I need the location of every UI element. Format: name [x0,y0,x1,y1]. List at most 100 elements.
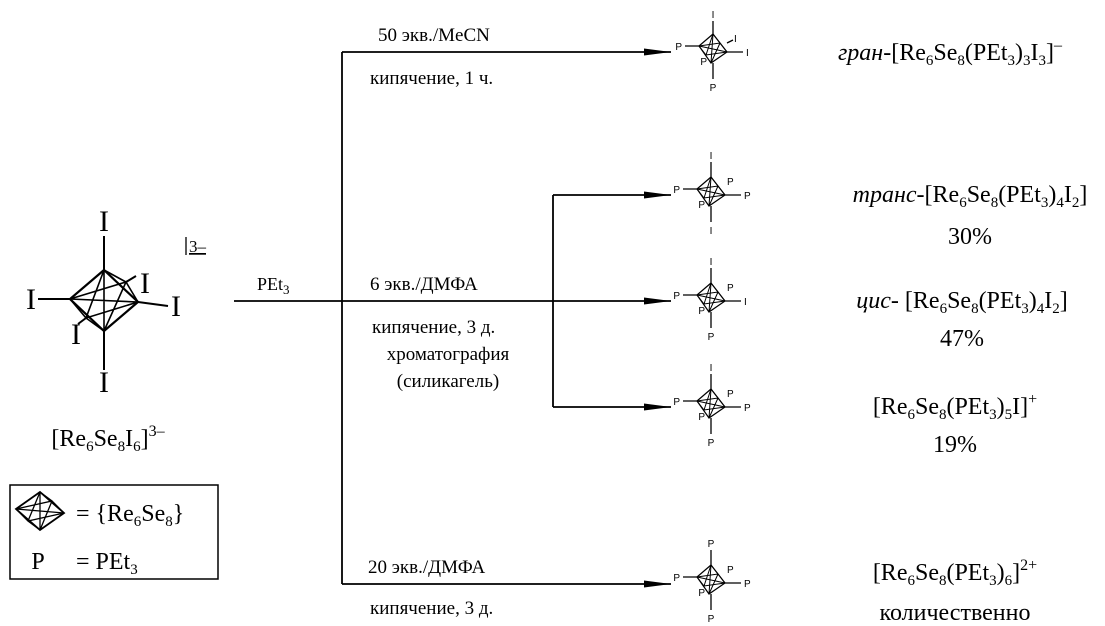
product-formula-1: гран-[Re6Se8(PEt3)3I3]– [838,37,1063,69]
formula-part-b: Se [947,288,971,314]
ligand-i-front: I [71,318,81,351]
product-structure-fac: I P P I I P [675,10,748,94]
svg-text:P: P [744,579,751,590]
formula-part-s5: 2 [1052,301,1060,317]
bond-back [125,275,137,283]
cond-bot-2: кипячение, 3 д. [370,598,493,619]
cond-mid-2: кипячение, 3 д. [372,317,495,338]
formula-part-dash: [Re [873,560,908,586]
formula-part-prefix: гран [838,40,883,66]
formula-part-s1: 6 [926,53,934,69]
product-structure-mono: I P P P P P [673,363,751,449]
formula-part-f: ] [1012,560,1020,586]
svg-text:P: P [708,332,715,343]
formula-part-f: ] [1060,288,1068,314]
formula-part-s1: 6 [959,195,967,211]
product-structure-hexa: P P P P P P [673,539,751,625]
formula-part-dash: - [Re [891,288,940,314]
formula-part-s4: 6 [1005,573,1013,589]
ligand-i-left: I [26,283,36,316]
formula-part-b: Se [915,394,939,420]
bond-front [77,317,87,325]
svg-text:I: I [744,297,747,308]
formula-part-s2: 8 [991,195,999,211]
product-formula-5: [Re6Se8(PEt3)6]2+ [873,557,1037,589]
product-yield-5: количественно [880,600,1031,626]
formula-part-c: (PEt [998,182,1041,208]
formula-part-c: (PEt [979,288,1022,314]
cond-mid-4: (силикагель) [397,371,499,392]
formula-part-d: ) [1048,182,1056,208]
product-yield-4: 19% [933,432,977,458]
formula-part-s3: 3 [1008,53,1016,69]
charge-label: 3– [189,237,207,256]
svg-text:P: P [673,573,680,584]
reagent-label: PEt3 [257,274,290,297]
product-structure-cis: I P P P I P [673,257,746,343]
formula-part-c: (PEt [946,560,989,586]
ligand-i-top: I [99,205,109,238]
svg-text:I: I [710,257,713,268]
svg-text:I: I [710,226,713,237]
ligand-i-right: I [171,290,181,323]
bond-right [137,301,169,307]
product-yield-2: 30% [948,224,992,250]
formula-part-e: I [1064,182,1072,208]
svg-text:I: I [710,363,713,374]
svg-text:P: P [744,191,751,202]
formula-part-e: I [1031,40,1039,66]
formula-part-s5: 2 [1072,195,1080,211]
formula-part-f: ] [1020,394,1028,420]
svg-text:P: P [727,389,734,400]
svg-text:I: I [710,151,713,162]
svg-text:I: I [746,48,749,59]
formula-part-s4: 4 [1056,195,1064,211]
formula-part-s2: 8 [939,573,947,589]
formula-part-s1: 6 [907,407,915,423]
formula-part-s5: 3 [1039,53,1047,69]
cond-top-2: кипячение, 1 ч. [370,68,493,89]
cond-mid-1: 6 экв./ДМФА [370,274,478,295]
formula-part-s3: 3 [1041,195,1049,211]
svg-text:P: P [727,283,734,294]
svg-text:P: P [708,438,715,449]
svg-text:P: P [727,177,734,188]
formula-part-s3: 3 [989,407,997,423]
cond-bot-1: 20 экв./ДМФА [368,557,486,578]
svg-text:I: I [712,10,715,21]
formula-part-s1: 6 [907,573,915,589]
formula-part-d: ) [997,560,1005,586]
svg-text:P: P [708,614,715,625]
svg-text:P: P [727,565,734,576]
formula-part-dash: [Re [873,394,908,420]
legend-box: = {Re6Se8} P = PEt3 [9,484,219,580]
svg-text:P: P [710,83,717,94]
svg-text:P: P [675,42,682,53]
re6se8-octahedron [68,268,140,333]
formula-part-sup: – [1053,37,1063,54]
starting-cluster: I I I I I I 3– [26,205,207,399]
formula-part-s2: 8 [939,407,947,423]
formula-part-f: ] [1046,40,1054,66]
formula-part-s2: 8 [957,53,965,69]
cond-mid-3: хроматография [387,344,510,365]
formula-part-b: Se [933,40,957,66]
formula-part-c: (PEt [946,394,989,420]
svg-text:P: P [700,57,707,68]
svg-text:P: P [698,412,705,423]
formula-part-s4: 3 [1023,53,1031,69]
legend-octahedron-icon [14,490,66,532]
legend-p-symbol: P [31,549,44,575]
ligand-i-back: I [140,267,150,300]
legend-cluster-eq: = {Re6Se8} [76,501,184,530]
formula-part-d: ) [1015,40,1023,66]
formula-part-dash: -[Re [917,182,960,208]
formula-part-prefix: транс [853,182,917,208]
legend-p-eq: = PEt3 [76,549,138,578]
ligand-i-bottom: I [99,366,109,399]
formula-part-d: ) [997,394,1005,420]
formula-part-s1: 6 [940,301,948,317]
formula-part-s4: 4 [1037,301,1045,317]
svg-text:P: P [673,397,680,408]
formula-part-prefix: цис [856,288,891,314]
